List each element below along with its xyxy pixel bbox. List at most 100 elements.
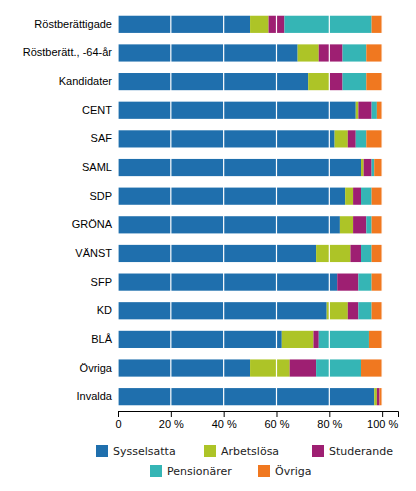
y-tick-label: SFP	[91, 276, 112, 288]
grid-line	[170, 10, 171, 411]
x-tick-mark	[382, 411, 383, 417]
bar	[319, 44, 343, 61]
bar	[372, 188, 383, 205]
bar	[366, 73, 382, 90]
y-tick: Röstberätt., -64-år	[23, 46, 113, 58]
x-tick-label: 60 %	[264, 418, 289, 430]
legend-label: Sysselsatta	[113, 445, 176, 458]
grid-line	[223, 10, 224, 411]
legend-swatch	[312, 445, 324, 457]
y-tick-label: Övriga	[80, 362, 113, 374]
y-tick: KD	[97, 304, 112, 316]
bar	[118, 188, 345, 205]
y-tick: SDP	[89, 190, 112, 202]
grid-line	[382, 10, 383, 411]
bar	[364, 159, 372, 176]
y-tick: GRÖNA	[72, 218, 113, 230]
bar	[361, 159, 364, 176]
plot: 0 20 % 40 % 60 % 80 % 100 % Röstberättigade Rös…	[23, 10, 399, 430]
x-tick: 60 %	[264, 411, 289, 430]
bar	[316, 359, 361, 376]
x-tick-label: 100 %	[367, 418, 398, 430]
x-tick-label: 20 %	[159, 418, 184, 430]
bar	[335, 130, 348, 147]
bar	[282, 331, 314, 348]
x-tick: 80 %	[317, 411, 342, 430]
y-tick-label: Röstberätt., -64-år	[23, 46, 113, 58]
bar	[372, 216, 383, 233]
x-tick-mark	[224, 411, 225, 417]
y-tick: Röstberättigade	[34, 18, 112, 30]
x-axis: 0 20 % 40 % 60 % 80 % 100 %	[115, 411, 398, 430]
bar	[118, 359, 250, 376]
bar	[372, 245, 383, 262]
legend-label: Arbetslösa	[221, 445, 279, 458]
x-tick: 20 %	[159, 411, 184, 430]
legend-label: Pensionärer	[167, 465, 232, 478]
y-tick: SFP	[91, 276, 112, 288]
bar	[319, 331, 369, 348]
legend-swatch	[204, 445, 216, 457]
bar	[358, 302, 371, 319]
bar	[345, 188, 353, 205]
bar	[377, 388, 380, 405]
chart: 0 20 % 40 % 60 % 80 % 100 % Röstberättigade Rös…	[0, 0, 416, 491]
y-tick: VÄNST	[75, 247, 112, 259]
y-axis: RöstberättigadeRöstberätt., -64-årKandid…	[23, 18, 113, 402]
bar	[308, 73, 329, 90]
grid	[118, 10, 382, 411]
y-tick: CENT	[82, 104, 112, 116]
y-tick-label: BLÅ	[91, 333, 112, 345]
bar	[348, 130, 356, 147]
legend-swatch	[150, 465, 162, 477]
bar	[353, 216, 366, 233]
legend-item: Sysselsatta	[96, 445, 176, 458]
x-tick: 0	[115, 411, 121, 430]
bar	[358, 102, 371, 119]
bar	[356, 130, 367, 147]
bar	[374, 159, 382, 176]
legend-item: Pensionärer	[150, 465, 232, 478]
bar	[372, 102, 377, 119]
bar	[118, 274, 337, 291]
series	[269, 16, 380, 406]
x-tick-mark	[118, 411, 119, 417]
bar	[118, 245, 316, 262]
bar	[372, 274, 383, 291]
bar	[298, 44, 319, 61]
bar	[358, 274, 371, 291]
bar	[290, 359, 316, 376]
x-tick-mark	[329, 411, 330, 417]
bar	[361, 359, 382, 376]
y-tick-label: SDP	[89, 190, 112, 202]
bar	[348, 302, 359, 319]
series	[118, 16, 374, 406]
bar	[313, 331, 318, 348]
bar	[337, 274, 358, 291]
bar	[250, 16, 268, 33]
legend-item: Arbetslösa	[204, 445, 279, 458]
x-tick: 40 %	[212, 411, 237, 430]
x-tick-mark	[171, 411, 172, 417]
bar	[372, 302, 383, 319]
x-tick: 100 %	[367, 411, 398, 430]
y-tick-label: Röstberättigade	[34, 18, 112, 30]
bar	[366, 44, 382, 61]
legend-swatch	[258, 465, 270, 477]
bar	[284, 16, 371, 33]
x-axis-line	[119, 412, 399, 418]
bar	[118, 44, 298, 61]
legend-item: Studerande	[312, 445, 393, 458]
x-tick-mark	[276, 411, 277, 417]
series	[284, 16, 376, 377]
bar	[118, 388, 374, 405]
y-tick-label: SAF	[91, 132, 113, 144]
y-tick-label: SAML	[82, 161, 112, 173]
bar	[350, 245, 361, 262]
bar	[118, 73, 308, 90]
y-tick-label: KD	[97, 304, 112, 316]
y-tick: Invalda	[77, 390, 113, 402]
grid-line	[276, 10, 277, 411]
bar	[118, 130, 335, 147]
bar	[353, 188, 361, 205]
